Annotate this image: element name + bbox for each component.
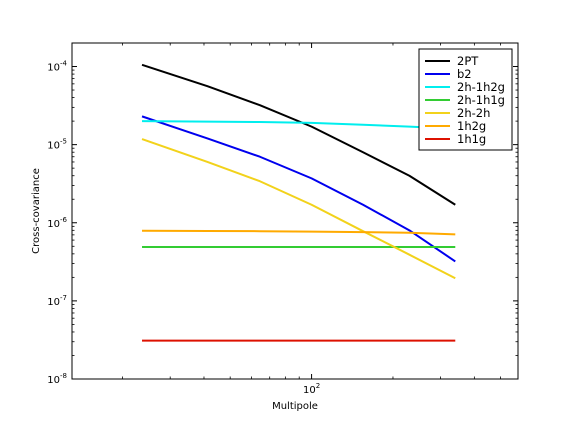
series-layer xyxy=(141,63,456,342)
legend-label-1h2g: 1h2g xyxy=(457,119,486,133)
series-line-2h-2h xyxy=(141,138,456,280)
legend-label-2PT: 2PT xyxy=(457,54,479,68)
y-tick-label: 10-5 xyxy=(47,138,67,152)
series-line-b2 xyxy=(141,115,456,263)
legend-label-2h-1h2g: 2h-1h2g xyxy=(457,80,505,94)
x-tick-label: 102 xyxy=(303,382,320,396)
series-line-1h2g xyxy=(142,229,456,236)
legend-label-2h-1h1g: 2h-1h1g xyxy=(457,93,505,107)
series-line-2h-1h2g xyxy=(142,120,456,130)
y-tick-label: 10-4 xyxy=(47,60,67,74)
legend-label-2h-2h: 2h-2h xyxy=(457,106,490,120)
plot-frame xyxy=(71,42,519,380)
x-axis-label: Multipole xyxy=(272,401,318,412)
y-tick-label: 10-6 xyxy=(47,216,67,230)
legend-label-1h1g: 1h1g xyxy=(457,132,486,146)
y-tick-label: 10-8 xyxy=(47,372,67,386)
plot-area: 10-8 10-7 10-6 10-5 10-4 102 xyxy=(47,42,519,396)
series-line-2PT xyxy=(141,63,456,206)
legend-label-b2: b2 xyxy=(457,67,472,81)
ticks-layer: 10-8 10-7 10-6 10-5 10-4 102 xyxy=(47,42,518,396)
y-axis-label: Cross-covariance xyxy=(31,168,42,254)
y-tick-label: 10-7 xyxy=(47,294,67,308)
